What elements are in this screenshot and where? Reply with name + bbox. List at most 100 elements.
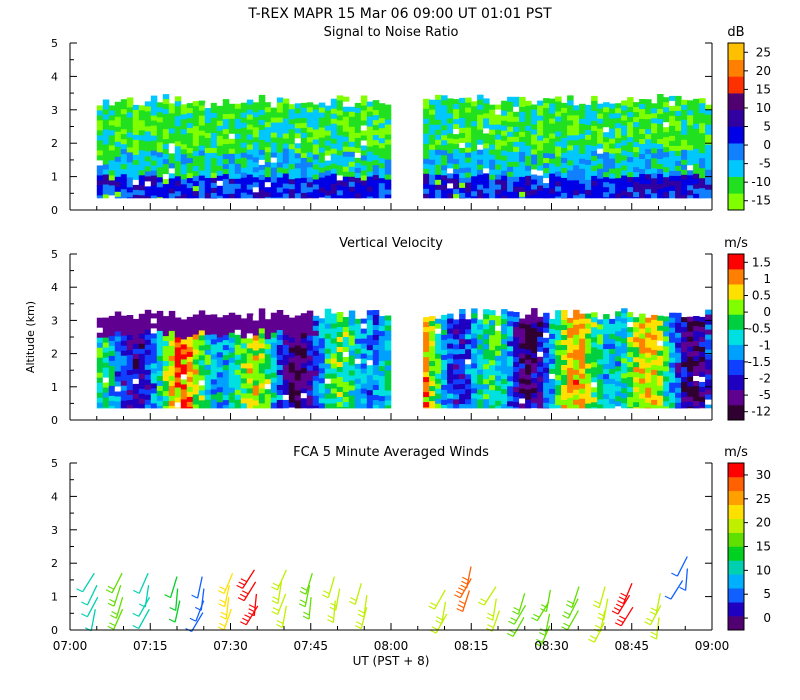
heatmap-cell — [270, 327, 278, 334]
heatmap-cell — [180, 104, 188, 110]
heatmap-cell — [240, 167, 248, 174]
heatmap-cell — [120, 124, 128, 130]
heatmap-cell — [384, 335, 392, 341]
heatmap-cell — [210, 137, 218, 144]
heatmap-cell — [246, 114, 254, 121]
heatmap-cell — [567, 150, 574, 156]
heatmap-cell — [645, 109, 652, 115]
heatmap-cell — [156, 330, 164, 337]
heatmap-cell — [288, 149, 296, 155]
heatmap-cell — [543, 367, 550, 374]
heatmap-cell — [132, 144, 140, 151]
heatmap-cell — [603, 349, 610, 355]
wind-barb — [138, 572, 149, 594]
heatmap-cell — [216, 145, 224, 152]
heatmap-cell — [228, 163, 236, 170]
heatmap-cell — [306, 355, 314, 362]
wind-barb-feather — [219, 615, 227, 620]
heatmap-cell — [378, 326, 386, 332]
heatmap-cell — [312, 350, 320, 357]
heatmap-cell — [651, 379, 658, 386]
heatmap-cell — [537, 331, 544, 338]
heatmap-cell — [258, 308, 266, 314]
heatmap-cell — [435, 343, 442, 350]
heatmap-cell — [645, 347, 652, 354]
heatmap-cell — [429, 134, 436, 141]
heatmap-cell — [591, 180, 598, 187]
heatmap-cell — [603, 379, 610, 385]
heatmap-cell — [168, 320, 176, 327]
heatmap-cell — [348, 320, 356, 326]
heatmap-cell — [306, 400, 314, 407]
heatmap-cell — [489, 119, 496, 126]
heatmap-cell — [210, 359, 218, 365]
heatmap-cell — [579, 163, 586, 170]
wind-barb-feather — [302, 615, 310, 620]
heatmap-cell — [114, 371, 122, 377]
heatmap-cell — [378, 158, 386, 164]
heatmap-cell — [537, 125, 544, 132]
heatmap-cell — [423, 362, 430, 368]
heatmap-cell — [210, 162, 218, 169]
heatmap-cell — [120, 109, 128, 115]
heatmap-cell — [258, 363, 266, 369]
heatmap-cell — [126, 122, 134, 128]
heatmap-cell — [699, 128, 706, 134]
heatmap-cell — [126, 315, 134, 321]
heatmap-cell — [651, 173, 658, 179]
heatmap-cell — [360, 95, 368, 101]
heatmap-cell — [657, 370, 664, 377]
heatmap-cell — [180, 379, 188, 385]
heatmap-cell — [150, 105, 158, 112]
heatmap-cell — [675, 170, 682, 177]
heatmap-cell — [519, 181, 526, 188]
heatmap-cell — [465, 374, 472, 380]
heatmap-cell — [483, 369, 490, 375]
heatmap-cell — [162, 336, 170, 342]
heatmap-cell — [324, 145, 332, 152]
heatmap-cell — [198, 345, 206, 351]
heatmap-cell — [681, 357, 688, 363]
heatmap-cell — [675, 145, 682, 152]
heatmap-cell — [270, 107, 278, 114]
heatmap-cell — [621, 115, 628, 121]
heatmap-cell — [555, 151, 562, 157]
heatmap-cell — [459, 142, 466, 149]
heatmap-cell — [657, 184, 664, 190]
heatmap-cell — [102, 104, 110, 110]
heatmap-cell — [348, 151, 356, 158]
heatmap-cell — [609, 348, 616, 355]
heatmap-cell — [663, 321, 670, 327]
heatmap-cell — [561, 310, 568, 316]
heatmap-cell — [699, 118, 706, 124]
heatmap-cell — [441, 339, 448, 346]
heatmap-cell — [447, 98, 454, 104]
heatmap-cell — [519, 126, 526, 133]
heatmap-cell — [507, 176, 514, 183]
heatmap-cell — [198, 180, 206, 187]
heatmap-cell — [525, 145, 532, 152]
heatmap-cell — [663, 336, 670, 342]
heatmap-cell — [477, 109, 484, 116]
heatmap-cell — [447, 398, 454, 405]
heatmap-cell — [246, 403, 254, 409]
heatmap-cell — [663, 107, 670, 113]
heatmap-cell — [657, 405, 664, 409]
colorbar-label: -10 — [751, 175, 771, 189]
heatmap-cell — [174, 392, 182, 398]
heatmap-cell — [459, 334, 466, 340]
heatmap-cell — [699, 183, 706, 189]
heatmap-cell — [312, 315, 320, 322]
heatmap-cell — [330, 353, 338, 359]
heatmap-cell — [645, 392, 652, 399]
heatmap-cell — [621, 363, 628, 369]
heatmap-cell — [108, 335, 116, 342]
heatmap-cell — [513, 136, 520, 143]
heatmap-cell — [192, 116, 200, 122]
heatmap-cell — [615, 381, 622, 387]
heatmap-cell — [324, 403, 332, 409]
heatmap-cell — [378, 128, 386, 134]
heatmap-cell — [495, 179, 502, 186]
heatmap-cell — [615, 103, 622, 109]
heatmap-cell — [210, 147, 218, 154]
